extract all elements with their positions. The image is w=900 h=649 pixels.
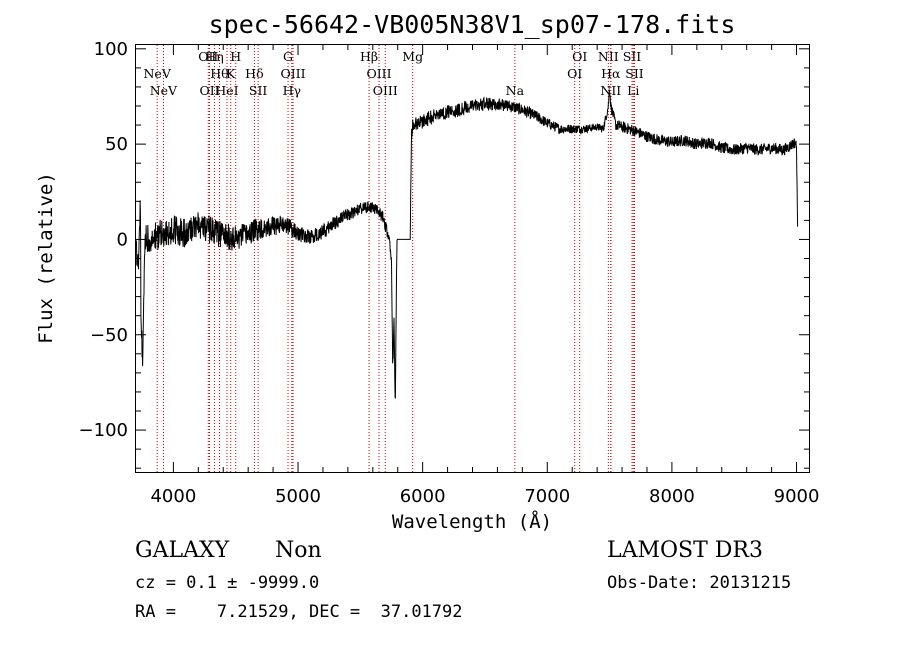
y-axis-label: Flux (relative) (35, 172, 57, 344)
y-tick-label: −100 (79, 420, 128, 441)
line-label-13: Hγ (283, 83, 301, 98)
line-label-12: OIII (281, 66, 306, 81)
spectrum-series-line (135, 90, 799, 399)
x-tick-label: 8000 (649, 486, 695, 507)
chart-title: spec-56642-VB005N38V1_sp07-178.fits (209, 10, 736, 39)
line-label-16: OIII (373, 83, 398, 98)
observation-date: Obs-Date: 20131215 (607, 573, 792, 593)
line-label-4: Hη (205, 49, 223, 64)
line-label-26: Li (627, 83, 639, 98)
redshift-cz: cz = 0.1 ± -9999.0 (135, 573, 320, 593)
line-label-2: OII (198, 49, 218, 64)
line-label-8: K (226, 66, 236, 81)
axis-ticks: 4000 5000 6000 7000 8000 9000 100 50 0 −50 −100 (79, 39, 820, 507)
line-label-21: NII (598, 49, 619, 64)
y-tick-label: 100 (94, 39, 128, 60)
line-label-20: OI (567, 66, 582, 81)
x-tick-label: 9000 (774, 486, 820, 507)
ra-dec-coordinates: RA = 7.21529, DEC = 37.01792 (135, 602, 463, 622)
line-label-1: NeV (150, 83, 178, 98)
line-label-11: G (283, 49, 293, 64)
line-label-10: SII (249, 83, 268, 98)
spectrum-plot: spec-56642-VB005N38V1_sp07-178.fits NeV N… (35, 10, 820, 533)
line-label-23: NII (600, 83, 621, 98)
x-tick-label: 5000 (275, 486, 321, 507)
x-tick-label: 4000 (150, 486, 196, 507)
line-label-0: NeV (143, 66, 171, 81)
object-subclass: Non (275, 538, 322, 563)
x-tick-label: 6000 (400, 486, 446, 507)
line-label-7: H (230, 49, 241, 64)
line-label-17: Mg (402, 49, 423, 64)
x-axis-label: Wavelength (Å) (392, 510, 552, 533)
x-tick-label: 7000 (524, 486, 570, 507)
y-tick-label: 50 (105, 134, 128, 155)
line-label-25: SII (625, 66, 644, 81)
line-label-5: Hθ (210, 66, 228, 81)
line-label-22: Hα (601, 66, 621, 81)
line-label-3: OII (199, 83, 219, 98)
y-tick-label: 0 (117, 229, 128, 250)
y-tick-label: −50 (90, 325, 128, 346)
line-label-14: Hβ (360, 49, 378, 64)
survey-name: LAMOST DR3 (607, 538, 763, 563)
line-label-24: SII (623, 49, 642, 64)
line-label-18: Na (506, 83, 525, 98)
line-label-6: HeI (215, 83, 238, 98)
line-label-19: OI (572, 49, 587, 64)
line-label-15: OIII (366, 66, 391, 81)
line-label-9: Hδ (245, 66, 263, 81)
object-class: GALAXY (135, 538, 230, 563)
plot-frame (135, 44, 810, 473)
